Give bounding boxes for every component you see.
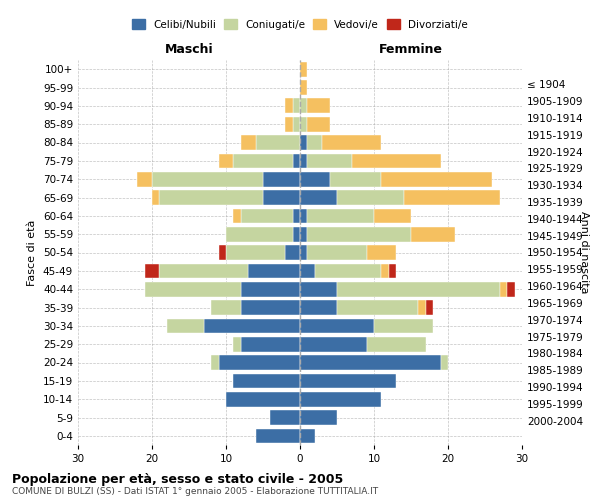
Bar bbox=[300, 410, 337, 425]
Bar bbox=[426, 300, 433, 315]
Bar bbox=[293, 98, 300, 113]
Bar bbox=[160, 190, 263, 205]
Bar bbox=[337, 300, 418, 315]
Text: Femmine: Femmine bbox=[379, 44, 443, 57]
Text: COMUNE DI BULZI (SS) - Dati ISTAT 1° gennaio 2005 - Elaborazione TUTTITALIA.IT: COMUNE DI BULZI (SS) - Dati ISTAT 1° gen… bbox=[12, 488, 378, 496]
Bar bbox=[204, 318, 300, 333]
Bar bbox=[263, 190, 300, 205]
Bar bbox=[300, 172, 329, 186]
Bar bbox=[300, 208, 307, 223]
Y-axis label: Fasce di età: Fasce di età bbox=[28, 220, 37, 286]
Bar bbox=[256, 428, 300, 443]
Bar bbox=[300, 227, 307, 242]
Bar bbox=[300, 374, 396, 388]
Bar bbox=[300, 355, 440, 370]
Bar bbox=[300, 154, 307, 168]
Bar bbox=[307, 227, 411, 242]
Bar bbox=[382, 264, 389, 278]
Bar bbox=[226, 245, 285, 260]
Bar bbox=[285, 245, 300, 260]
Bar bbox=[367, 245, 396, 260]
Bar bbox=[241, 135, 256, 150]
Bar bbox=[241, 282, 300, 296]
Bar bbox=[241, 208, 293, 223]
Bar bbox=[352, 154, 440, 168]
Bar bbox=[382, 172, 493, 186]
Bar bbox=[307, 135, 322, 150]
Bar bbox=[233, 374, 300, 388]
Bar bbox=[285, 98, 293, 113]
Bar bbox=[300, 392, 382, 406]
Bar bbox=[256, 135, 300, 150]
Bar bbox=[300, 98, 307, 113]
Bar bbox=[315, 264, 382, 278]
Bar bbox=[211, 355, 218, 370]
Bar bbox=[440, 355, 448, 370]
Bar bbox=[507, 282, 515, 296]
Bar bbox=[300, 337, 367, 351]
Bar bbox=[500, 282, 507, 296]
Bar bbox=[152, 190, 160, 205]
Bar bbox=[226, 227, 293, 242]
Bar bbox=[226, 392, 300, 406]
Bar bbox=[300, 282, 337, 296]
Bar bbox=[293, 208, 300, 223]
Bar bbox=[293, 227, 300, 242]
Bar bbox=[300, 428, 315, 443]
Bar bbox=[263, 172, 300, 186]
Bar bbox=[337, 190, 404, 205]
Bar bbox=[411, 227, 455, 242]
Bar bbox=[152, 172, 263, 186]
Bar bbox=[293, 154, 300, 168]
Bar bbox=[300, 264, 315, 278]
Bar bbox=[271, 410, 300, 425]
Bar bbox=[307, 154, 352, 168]
Bar bbox=[218, 355, 300, 370]
Bar bbox=[137, 172, 152, 186]
Bar bbox=[167, 318, 204, 333]
Bar bbox=[337, 282, 500, 296]
Bar bbox=[307, 208, 374, 223]
Bar bbox=[300, 245, 307, 260]
Bar bbox=[300, 300, 337, 315]
Bar bbox=[285, 117, 293, 132]
Bar bbox=[218, 245, 226, 260]
Bar bbox=[374, 318, 433, 333]
Bar bbox=[389, 264, 396, 278]
Bar bbox=[300, 190, 337, 205]
Bar bbox=[145, 264, 160, 278]
Bar bbox=[307, 98, 329, 113]
Bar bbox=[241, 337, 300, 351]
Bar bbox=[300, 318, 374, 333]
Bar bbox=[374, 208, 411, 223]
Bar bbox=[293, 117, 300, 132]
Bar bbox=[300, 117, 307, 132]
Legend: Celibi/Nubili, Coniugati/e, Vedovi/e, Divorziati/e: Celibi/Nubili, Coniugati/e, Vedovi/e, Di… bbox=[128, 15, 472, 34]
Bar bbox=[241, 300, 300, 315]
Bar bbox=[300, 80, 307, 95]
Bar bbox=[160, 264, 248, 278]
Bar bbox=[404, 190, 500, 205]
Bar bbox=[145, 282, 241, 296]
Bar bbox=[218, 154, 233, 168]
Bar bbox=[300, 135, 307, 150]
Bar bbox=[367, 337, 426, 351]
Bar bbox=[233, 208, 241, 223]
Bar bbox=[248, 264, 300, 278]
Bar bbox=[329, 172, 382, 186]
Bar bbox=[211, 300, 241, 315]
Y-axis label: Anni di nascita: Anni di nascita bbox=[579, 211, 589, 294]
Bar bbox=[418, 300, 426, 315]
Bar bbox=[300, 62, 307, 76]
Bar bbox=[307, 117, 329, 132]
Bar bbox=[322, 135, 382, 150]
Bar bbox=[233, 154, 293, 168]
Text: Maschi: Maschi bbox=[164, 44, 214, 57]
Bar bbox=[233, 337, 241, 351]
Bar bbox=[307, 245, 367, 260]
Text: Popolazione per età, sesso e stato civile - 2005: Popolazione per età, sesso e stato civil… bbox=[12, 472, 343, 486]
